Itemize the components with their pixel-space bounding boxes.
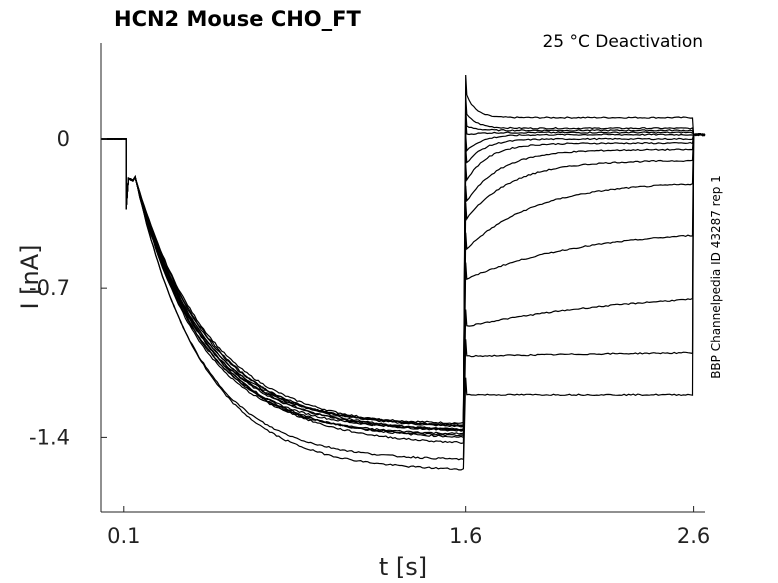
chart-title: HCN2 Mouse CHO_FT <box>114 7 361 31</box>
current-trace-5 <box>100 132 706 431</box>
current-trace-11 <box>100 133 706 439</box>
y-tick-label: -1.4 <box>29 425 70 449</box>
y-axis-label: I [nA] <box>16 244 44 309</box>
current-trace-8 <box>100 133 706 432</box>
y-tick-label: -0.7 <box>29 276 70 300</box>
x-tick-label: 2.6 <box>677 524 710 548</box>
x-axis-label: t [s] <box>379 553 427 581</box>
x-tick-label: 1.6 <box>449 524 482 548</box>
current-trace-2 <box>100 96 706 426</box>
current-trace-4 <box>100 117 706 428</box>
current-trace-13 <box>100 133 706 461</box>
x-tick-label: 0.1 <box>107 524 140 548</box>
y-ticks: 0 -0.7 -1.4 <box>29 127 107 449</box>
current-trace-9 <box>100 133 706 435</box>
source-id-label: BBP Channelpedia ID 43287 rep 1 <box>709 175 723 379</box>
x-ticks: 0.1 1.6 2.6 <box>107 506 710 548</box>
condition-annotation: 25 °C Deactivation <box>542 32 703 52</box>
current-trace-6 <box>100 133 706 431</box>
current-trace-14 <box>100 133 706 471</box>
current-trace-7 <box>100 133 706 432</box>
current-trace-10 <box>101 133 706 437</box>
current-trace-1 <box>101 74 706 425</box>
y-tick-label: 0 <box>57 127 70 151</box>
current-trace-12 <box>100 133 706 445</box>
current-trace-3 <box>100 109 706 428</box>
traces <box>100 74 706 471</box>
